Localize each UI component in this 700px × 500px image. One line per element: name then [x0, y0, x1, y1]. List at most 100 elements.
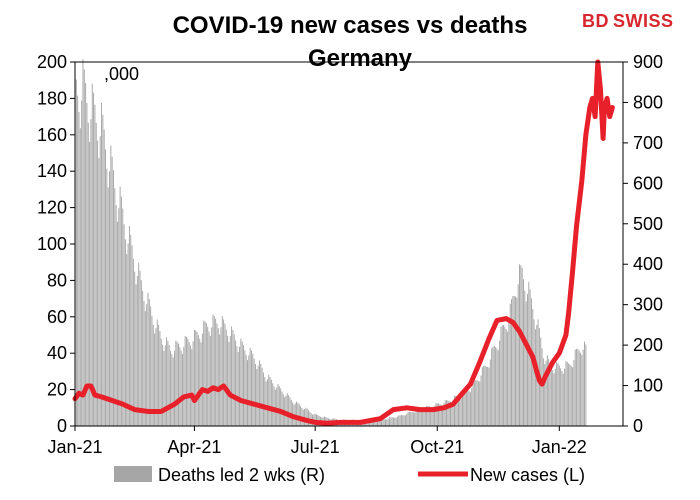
deaths-bar	[415, 410, 417, 426]
deaths-bar	[414, 412, 416, 426]
deaths-bar	[459, 397, 461, 426]
deaths-bar	[204, 321, 206, 426]
deaths-bar	[390, 417, 392, 426]
deaths-bar	[118, 208, 120, 426]
deaths-bar	[170, 350, 172, 426]
deaths-bar	[154, 333, 156, 426]
deaths-bar	[582, 349, 584, 426]
left-tick-label: 0	[57, 416, 67, 436]
deaths-bar	[569, 364, 571, 426]
deaths-bar	[530, 298, 532, 426]
deaths-bar	[420, 409, 422, 426]
deaths-bar	[139, 270, 141, 426]
deaths-bar	[85, 83, 87, 427]
deaths-bar	[484, 365, 486, 426]
deaths-bar	[184, 336, 186, 426]
deaths-bar	[249, 347, 251, 426]
deaths-bar	[452, 399, 454, 426]
right-axis-ticks: 0 100 200 300 400 500 600 700 800 900	[623, 52, 663, 436]
deaths-bar	[98, 158, 100, 426]
deaths-bar	[371, 419, 373, 426]
deaths-bar	[576, 348, 578, 426]
deaths-bar	[146, 304, 148, 426]
deaths-bar	[396, 416, 398, 426]
deaths-bar	[261, 367, 263, 426]
deaths-bar	[93, 92, 95, 427]
deaths-bar	[434, 406, 436, 426]
deaths-bar	[382, 419, 384, 426]
deaths-bar	[489, 359, 491, 426]
deaths-bar	[388, 417, 390, 426]
deaths-bar	[286, 393, 288, 426]
deaths-bar	[500, 326, 502, 426]
deaths-bar	[468, 391, 470, 426]
deaths-bar	[473, 380, 475, 426]
deaths-bar	[541, 348, 543, 426]
deaths-bar	[568, 363, 570, 426]
deaths-bar	[552, 370, 554, 426]
left-tick-label: 200	[37, 52, 67, 72]
deaths-bar	[491, 348, 493, 426]
deaths-bar	[387, 418, 389, 426]
deaths-bar	[152, 324, 154, 426]
deaths-bar	[221, 316, 223, 426]
deaths-bar	[492, 346, 494, 426]
deaths-bar	[544, 364, 546, 426]
deaths-bar	[469, 392, 471, 426]
deaths-bar	[167, 340, 169, 426]
right-tick-label: 300	[633, 295, 663, 315]
deaths-bar	[201, 333, 203, 426]
deaths-bar	[465, 389, 467, 426]
deaths-bar	[290, 399, 292, 426]
x-tick-label: Jan-21	[47, 437, 102, 457]
deaths-bar	[224, 323, 226, 426]
deaths-bar	[298, 404, 300, 426]
deaths-bar	[280, 388, 282, 426]
deaths-bar	[456, 396, 458, 426]
x-tick-label: Oct-21	[410, 437, 464, 457]
deaths-bar	[391, 417, 393, 426]
right-tick-label: 0	[633, 416, 643, 436]
deaths-bar	[86, 102, 88, 426]
deaths-bar	[147, 292, 149, 426]
right-tick-label: 100	[633, 376, 663, 396]
deaths-bar	[512, 296, 514, 426]
deaths-bar	[270, 379, 272, 426]
deaths-bar	[94, 104, 96, 427]
left-axis-unit-label: ,000	[104, 64, 139, 84]
deaths-bar	[404, 415, 406, 426]
deaths-bar	[440, 404, 442, 426]
deaths-bar	[78, 111, 80, 427]
deaths-bar	[534, 329, 536, 426]
deaths-bar	[548, 359, 550, 426]
deaths-bar	[262, 372, 264, 426]
deaths-bar	[134, 271, 136, 426]
deaths-bar	[475, 380, 477, 426]
deaths-bar	[532, 309, 534, 426]
deaths-bar	[524, 290, 526, 426]
deaths-bar	[248, 355, 250, 426]
left-tick-label: 60	[47, 307, 67, 327]
deaths-bar	[245, 355, 247, 426]
deaths-bar	[542, 358, 544, 426]
deaths-bar	[424, 408, 426, 426]
deaths-bar	[412, 412, 414, 426]
deaths-bar	[211, 327, 213, 426]
deaths-bar	[102, 114, 104, 426]
deaths-bar	[258, 360, 260, 426]
deaths-bar	[103, 129, 105, 426]
deaths-bar	[499, 340, 501, 426]
deaths-bar	[264, 377, 266, 426]
deaths-bar	[128, 225, 130, 426]
deaths-bar	[471, 388, 473, 426]
deaths-bar	[197, 335, 199, 426]
deaths-bar	[557, 363, 559, 426]
deaths-bar	[450, 401, 451, 426]
deaths-bar	[564, 368, 566, 426]
deaths-bar	[193, 329, 195, 426]
deaths-bar	[574, 349, 576, 426]
deaths-bar	[277, 384, 279, 426]
chart-title-line-1: COVID-19 new cases vs deaths	[173, 12, 528, 39]
deaths-bar	[521, 267, 523, 426]
deaths-bar	[373, 419, 375, 426]
